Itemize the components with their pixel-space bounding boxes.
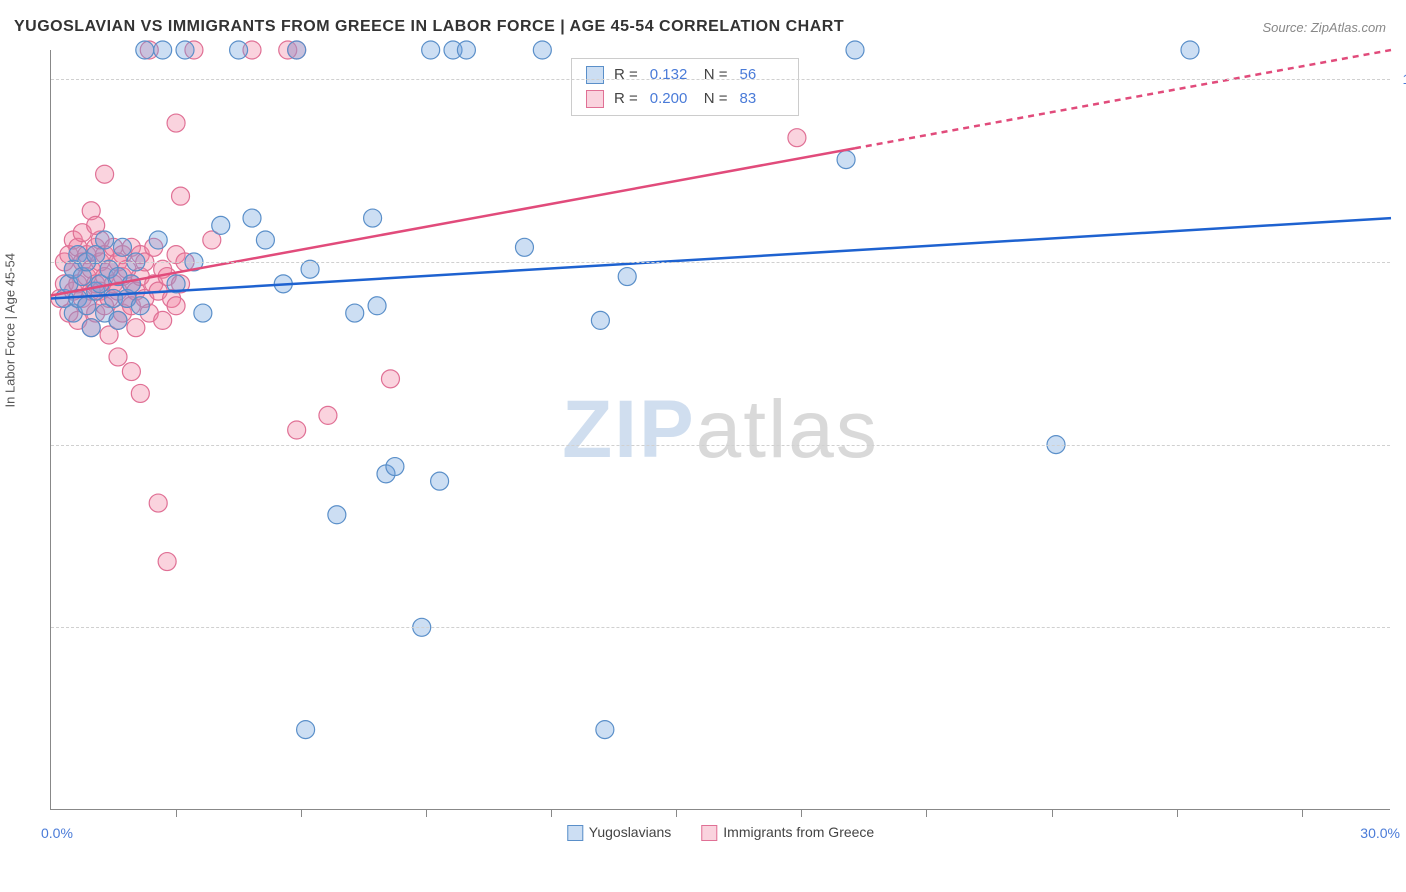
scatter-svg — [51, 50, 1390, 809]
chart-plot-area: ZIPatlas R =0.132N =56R =0.200N =83 0.0%… — [50, 50, 1390, 810]
x-tick — [176, 809, 177, 817]
scatter-point — [301, 260, 319, 278]
scatter-point — [122, 363, 140, 381]
scatter-point — [1181, 41, 1199, 59]
source-attribution: Source: ZipAtlas.com — [1262, 20, 1386, 35]
scatter-point — [256, 231, 274, 249]
scatter-point — [368, 297, 386, 315]
legend-swatch — [701, 825, 717, 841]
scatter-point — [109, 348, 127, 366]
scatter-point — [457, 41, 475, 59]
scatter-point — [431, 472, 449, 490]
scatter-point — [176, 41, 194, 59]
scatter-point — [319, 406, 337, 424]
stats-swatch — [586, 90, 604, 108]
scatter-point — [386, 458, 404, 476]
scatter-point — [154, 41, 172, 59]
gridline-h — [51, 627, 1390, 628]
legend-label: Immigrants from Greece — [723, 824, 874, 840]
stats-swatch — [586, 66, 604, 84]
scatter-point — [243, 209, 261, 227]
scatter-point — [149, 231, 167, 249]
y-tick-label: 100.0% — [1403, 71, 1406, 87]
stats-row: R = 0.132 N = 56 — [586, 63, 784, 87]
stats-n-value: 83 — [740, 87, 784, 111]
x-tick — [1052, 809, 1053, 817]
stats-r-label: R = — [614, 87, 638, 111]
scatter-point — [167, 114, 185, 132]
legend-item: Yugoslavians — [567, 824, 672, 841]
scatter-point — [846, 41, 864, 59]
scatter-point — [167, 297, 185, 315]
stats-r-value: 0.200 — [650, 87, 694, 111]
y-axis-label: In Labor Force | Age 45-54 — [3, 253, 18, 407]
x-axis-min-label: 0.0% — [41, 825, 73, 841]
legend-swatch — [567, 825, 583, 841]
scatter-point — [328, 506, 346, 524]
x-tick — [1302, 809, 1303, 817]
stats-row: R = 0.200 N = 83 — [586, 87, 784, 111]
scatter-point — [297, 721, 315, 739]
stats-n-value: 56 — [740, 63, 784, 87]
scatter-point — [109, 311, 127, 329]
x-tick — [1177, 809, 1178, 817]
scatter-point — [127, 319, 145, 337]
x-tick — [551, 809, 552, 817]
scatter-point — [96, 231, 114, 249]
scatter-point — [515, 238, 533, 256]
scatter-point — [158, 553, 176, 571]
stats-n-label: N = — [704, 87, 728, 111]
gridline-h — [51, 79, 1390, 80]
legend-bottom: Yugoslavians Immigrants from Greece — [567, 824, 874, 841]
scatter-point — [154, 311, 172, 329]
scatter-point — [618, 268, 636, 286]
scatter-point — [230, 41, 248, 59]
gridline-h — [51, 262, 1390, 263]
scatter-point — [364, 209, 382, 227]
gridline-h — [51, 445, 1390, 446]
correlation-stats-box: R = 0.132 N = 56 R = 0.200 N = 83 — [571, 58, 799, 116]
stats-r-label: R = — [614, 63, 638, 87]
scatter-point — [422, 41, 440, 59]
scatter-point — [212, 216, 230, 234]
legend-label: Yugoslavians — [589, 824, 672, 840]
scatter-point — [131, 297, 149, 315]
scatter-point — [194, 304, 212, 322]
x-tick — [676, 809, 677, 817]
x-tick — [426, 809, 427, 817]
scatter-point — [131, 384, 149, 402]
scatter-point — [149, 494, 167, 512]
chart-title: YUGOSLAVIAN VS IMMIGRANTS FROM GREECE IN… — [14, 18, 844, 36]
scatter-point — [381, 370, 399, 388]
x-tick — [926, 809, 927, 817]
scatter-point — [837, 151, 855, 169]
scatter-point — [172, 187, 190, 205]
scatter-point — [346, 304, 364, 322]
scatter-point — [82, 319, 100, 337]
x-axis-max-label: 30.0% — [1360, 825, 1400, 841]
scatter-point — [113, 238, 131, 256]
x-tick — [301, 809, 302, 817]
x-tick — [801, 809, 802, 817]
scatter-point — [288, 41, 306, 59]
legend-item: Immigrants from Greece — [701, 824, 874, 841]
scatter-point — [591, 311, 609, 329]
scatter-point — [136, 41, 154, 59]
scatter-point — [288, 421, 306, 439]
stats-r-value: 0.132 — [650, 63, 694, 87]
trend-line-dashed — [855, 50, 1391, 148]
scatter-point — [596, 721, 614, 739]
scatter-point — [96, 165, 114, 183]
stats-n-label: N = — [704, 63, 728, 87]
scatter-point — [533, 41, 551, 59]
scatter-point — [788, 129, 806, 147]
scatter-point — [122, 275, 140, 293]
